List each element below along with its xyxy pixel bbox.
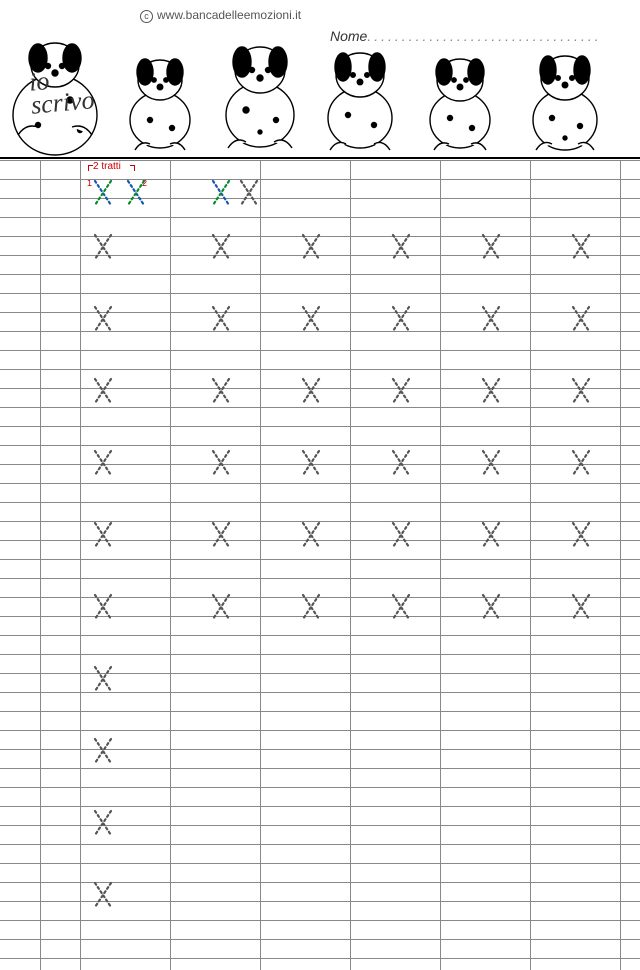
practice-grid [0,160,640,970]
practice-letter-x [300,448,322,478]
practice-letter-x [480,376,502,406]
practice-letter-x [92,232,114,262]
practice-letter-x [210,448,232,478]
practice-letter-x [570,232,592,262]
grid-hline [0,920,640,921]
grid-hline [0,939,640,940]
grid-hline [0,578,640,579]
practice-letter-x [570,592,592,622]
grid-hline [0,274,640,275]
practice-letter-x [570,448,592,478]
practice-letter-x [92,808,114,838]
practice-letter-x [390,376,412,406]
practice-letter-x [210,232,232,262]
practice-letter-x [92,736,114,766]
grid-hline [0,863,640,864]
practice-letter-x [480,592,502,622]
grid-hline [0,426,640,427]
io-scrivo-badge: ioscrivo [28,65,95,117]
practice-letter-x [480,232,502,262]
grid-hline [0,350,640,351]
practice-letter-x [92,664,114,694]
grid-hline [0,502,640,503]
grid-hline [0,483,640,484]
practice-letter-x [300,520,322,550]
grid-hline [0,711,640,712]
grid-hline [0,407,640,408]
practice-letter-x [570,520,592,550]
practice-letter-x [390,304,412,334]
practice-letter-x [390,448,412,478]
grid-hline [0,844,640,845]
practice-letter-x [300,592,322,622]
practice-letter-x [92,376,114,406]
grid-vline [80,160,81,970]
grid-hline [0,654,640,655]
grid-vline [350,160,351,970]
guide-letter-x [210,178,232,208]
grid-vline [40,160,41,970]
practice-letter-x [210,304,232,334]
practice-letter-x [92,880,114,910]
grid-hline [0,445,640,446]
worksheet-header: cwww.bancadelleemozioni.it Nome.........… [0,0,640,160]
grid-vline [440,160,441,970]
grid-vline [530,160,531,970]
practice-letter-x [92,520,114,550]
guide-letter-x [238,178,260,208]
guide-letter-x [92,178,114,208]
grid-hline [0,787,640,788]
practice-letter-x [300,304,322,334]
practice-letter-x [480,520,502,550]
practice-letter-x [92,592,114,622]
guide-letter-x [125,178,147,208]
practice-letter-x [570,304,592,334]
grid-vline [170,160,171,970]
practice-letter-x [480,448,502,478]
practice-letter-x [390,520,412,550]
practice-letter-x [92,304,114,334]
grid-hline [0,806,640,807]
grid-hline [0,369,640,370]
grid-hline [0,635,640,636]
practice-letter-x [210,520,232,550]
grid-hline [0,559,640,560]
grid-hline [0,958,640,959]
grid-hline [0,217,640,218]
practice-letter-x [570,376,592,406]
dalmatian-puppies-illustration [0,20,640,160]
practice-letter-x [300,232,322,262]
grid-vline [260,160,261,970]
grid-vline [620,160,621,970]
grid-hline [0,768,640,769]
grid-hline [0,160,640,161]
practice-letter-x [480,304,502,334]
practice-letter-x [390,232,412,262]
grid-hline [0,293,640,294]
practice-letter-x [92,448,114,478]
practice-letter-x [210,376,232,406]
grid-hline [0,730,640,731]
practice-letter-x [210,592,232,622]
practice-letter-x [300,376,322,406]
practice-letter-x [390,592,412,622]
